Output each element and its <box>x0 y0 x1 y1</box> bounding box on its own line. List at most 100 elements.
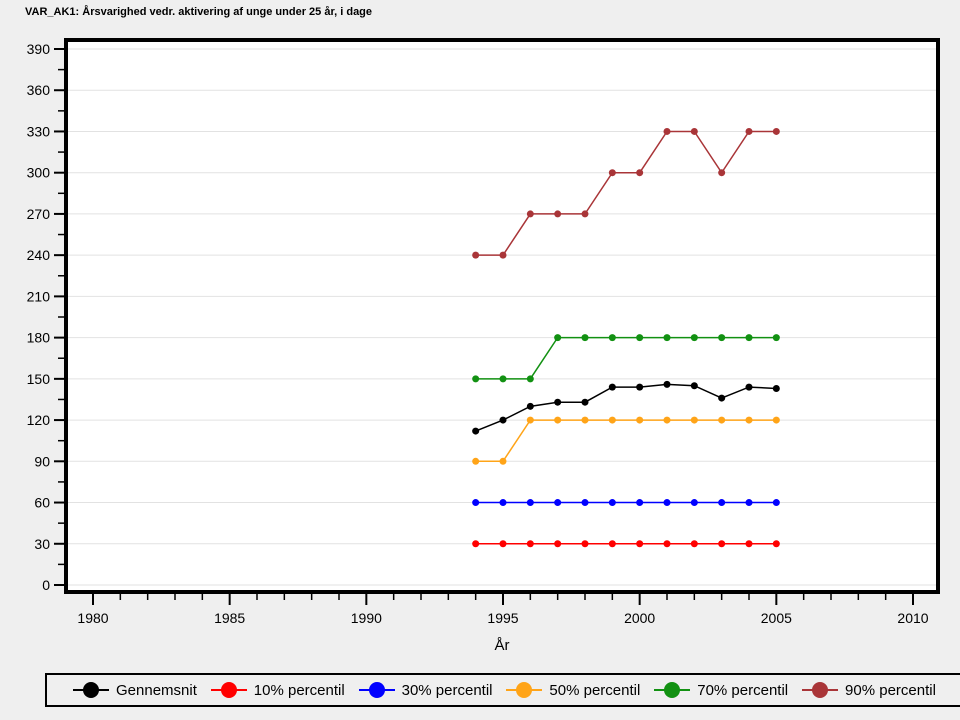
data-point <box>526 210 534 218</box>
series-line <box>475 419 777 463</box>
legend-dot <box>664 682 681 698</box>
data-point <box>608 169 616 177</box>
data-point <box>581 416 589 424</box>
legend-label: 30% percentil <box>401 681 493 699</box>
series-10-percentil <box>472 540 780 548</box>
data-point <box>772 499 780 507</box>
legend-item-70-percentil: 70% percentil <box>654 682 788 699</box>
series-50-percentil <box>472 416 780 465</box>
data-point <box>745 540 753 548</box>
legend-dot <box>812 682 829 698</box>
legend-marker-90-percentil-icon <box>802 682 839 698</box>
x-axis-title: År <box>495 637 510 654</box>
data-point <box>772 384 780 392</box>
data-point <box>663 334 671 342</box>
data-point <box>581 540 589 548</box>
data-point <box>499 375 507 383</box>
series-90-percentil <box>472 127 780 259</box>
legend-item-90-percentil: 90% percentil <box>802 682 936 699</box>
data-point <box>690 334 698 342</box>
data-point <box>636 334 644 342</box>
data-point <box>581 210 589 218</box>
series-line <box>475 336 777 380</box>
series-line <box>475 383 777 432</box>
data-point <box>526 402 534 410</box>
data-point <box>663 380 671 388</box>
data-point <box>772 334 780 342</box>
legend-marker-30-percentil-icon <box>358 682 395 698</box>
data-point <box>499 457 507 465</box>
data-point <box>554 210 562 218</box>
data-point <box>472 499 480 507</box>
data-point <box>690 127 698 135</box>
legend-label: 70% percentil <box>697 681 789 699</box>
y-tick-label: 0 <box>42 577 50 593</box>
data-point <box>690 499 698 507</box>
legend-label: 90% percentil <box>845 681 936 699</box>
data-point <box>554 416 562 424</box>
data-point <box>718 416 726 424</box>
data-point <box>772 540 780 548</box>
data-point <box>636 416 644 424</box>
data-point <box>663 499 671 507</box>
data-point <box>499 251 507 259</box>
data-point <box>772 127 780 135</box>
legend-marker-50-percentil-icon <box>506 682 543 698</box>
legend-item-gennemsnit: Gennemsnit <box>73 682 197 699</box>
data-point <box>745 416 753 424</box>
data-point <box>663 416 671 424</box>
data-point <box>718 540 726 548</box>
data-point <box>554 398 562 406</box>
data-point <box>554 540 562 548</box>
y-tick-label: 210 <box>27 288 51 304</box>
x-tick-label: 2000 <box>624 610 655 626</box>
data-point <box>608 416 616 424</box>
data-point <box>581 398 589 406</box>
data-point <box>526 375 534 383</box>
legend-marker-70-percentil-icon <box>654 682 691 698</box>
legend-marker-gennemsnit-icon <box>73 682 109 698</box>
legend-dot <box>368 682 385 698</box>
data-point <box>745 127 753 135</box>
legend-label: 10% percentil <box>253 681 345 699</box>
data-point <box>663 127 671 135</box>
data-point <box>472 375 480 383</box>
x-axis-ticks: 1980 1985 1990 1995 2000 2005 2010 <box>77 594 929 626</box>
data-point <box>718 169 726 177</box>
data-point <box>499 540 507 548</box>
data-point <box>663 540 671 548</box>
data-point <box>636 169 644 177</box>
data-point <box>718 334 726 342</box>
legend-label: Gennemsnit <box>116 681 197 699</box>
plot-background <box>66 40 938 592</box>
y-tick-label: 300 <box>27 165 51 181</box>
data-point <box>526 499 534 507</box>
data-point <box>636 499 644 507</box>
data-point <box>690 382 698 390</box>
series-gennemsnit <box>472 380 780 435</box>
data-point <box>554 499 562 507</box>
y-tick-label: 240 <box>27 247 51 263</box>
data-point <box>718 499 726 507</box>
chart-title: VAR_AK1: Årsvarighed vedr. aktivering af… <box>25 6 373 18</box>
data-point <box>472 251 480 259</box>
data-point <box>608 540 616 548</box>
data-point <box>636 383 644 391</box>
data-point <box>472 540 480 548</box>
data-point <box>472 427 480 435</box>
plot-area: 0 30 60 90 120 150 180 210 240 270 300 330 360 390 198… <box>27 38 940 654</box>
data-point <box>526 540 534 548</box>
data-point <box>690 540 698 548</box>
plot-border <box>64 38 940 594</box>
x-tick-label: 2010 <box>897 610 928 626</box>
series-line <box>475 130 777 256</box>
x-tick-label: 2005 <box>761 610 792 626</box>
legend: Gennemsnit 10% percentil 30% percentil 50% … <box>45 673 960 707</box>
y-tick-label: 270 <box>27 206 51 222</box>
series-70-percentil <box>472 334 780 383</box>
x-tick-label: 1995 <box>487 610 518 626</box>
data-point <box>499 499 507 507</box>
legend-item-30-percentil: 30% percentil <box>358 681 493 699</box>
legend-label: 50% percentil <box>549 681 641 699</box>
legend-dot <box>83 682 99 698</box>
